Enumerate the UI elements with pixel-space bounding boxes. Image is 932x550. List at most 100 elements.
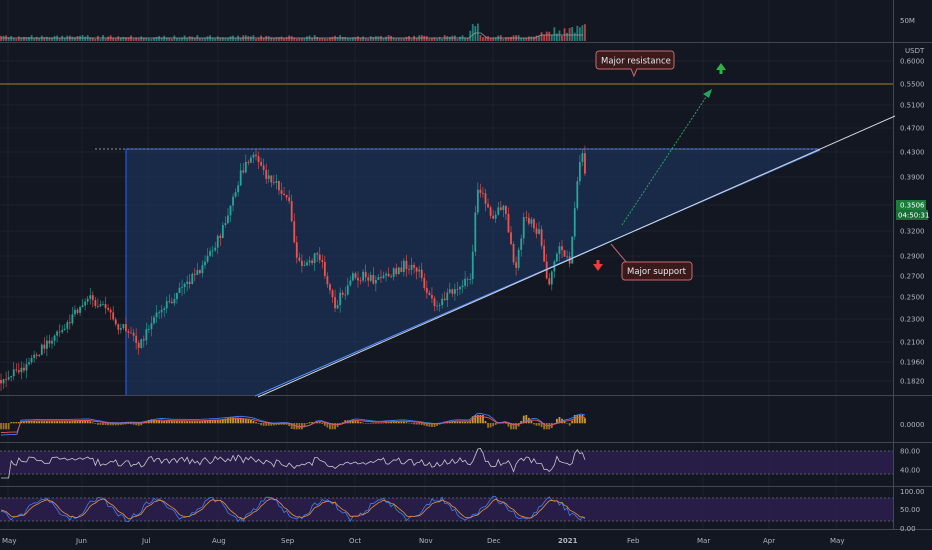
- price-tick-label: 0.6000: [900, 58, 925, 66]
- breakout-projection[interactable]: [621, 89, 712, 226]
- stoch-band: [0, 498, 893, 521]
- candle-body: [581, 153, 584, 163]
- macd-histogram-bar: [451, 421, 454, 424]
- major-support-callout[interactable]: Major support: [610, 243, 693, 281]
- candle-body: [227, 215, 229, 224]
- volume-bar: [199, 38, 201, 41]
- price-tick-label: 0.3200: [900, 228, 925, 236]
- candle-body: [548, 278, 551, 285]
- macd-histogram-bar: [255, 422, 257, 424]
- volume-bar: [533, 36, 535, 41]
- volume-bar: [306, 36, 308, 41]
- candle-body: [380, 277, 382, 279]
- macd-histogram-bar: [520, 420, 523, 424]
- macd-histogram-bar: [285, 423, 288, 425]
- candle-body: [153, 317, 155, 324]
- macd-histogram-bar: [428, 423, 431, 427]
- candle-body: [497, 207, 500, 215]
- time-axis[interactable]: May Jun Jul Aug Sep Oct Nov Dec 2021 Feb Mar Apr May: [2, 537, 844, 545]
- macd-histogram-bar: [178, 421, 181, 424]
- volume-bar: [176, 38, 178, 41]
- macd-histogram-bar: [390, 421, 393, 424]
- countdown-label: 04:50:31: [898, 212, 929, 220]
- candle-body: [63, 328, 66, 330]
- candle-body: [301, 260, 303, 266]
- macd-histogram-bar: [234, 417, 237, 424]
- candle-body: [48, 340, 51, 344]
- candle-body: [66, 322, 69, 329]
- candle-body: [349, 280, 352, 286]
- volume-bar: [224, 37, 227, 41]
- volume-bar: [7, 37, 10, 41]
- macd-histogram-bar: [86, 420, 89, 424]
- macd-histogram-bar: [168, 421, 171, 424]
- candle-body: [578, 162, 581, 182]
- volume-bar: [23, 36, 25, 41]
- macd-histogram-bar: [35, 421, 38, 424]
- volume-bar: [425, 36, 428, 41]
- candle-body: [573, 208, 576, 237]
- candle-body: [51, 340, 53, 344]
- volume-bar: [181, 37, 183, 41]
- candle-body: [30, 358, 33, 363]
- macd-histogram-bar: [224, 418, 227, 424]
- candle-body: [533, 219, 535, 229]
- macd-histogram-bar: [211, 419, 214, 424]
- macd-histogram-bar: [308, 422, 311, 424]
- candle-body: [469, 279, 472, 280]
- macd-histogram-bar: [515, 423, 517, 430]
- volume-bar: [272, 38, 275, 41]
- candle-body: [423, 277, 426, 289]
- macd-histogram-bar: [153, 419, 155, 424]
- volume-bar: [257, 38, 260, 41]
- macd-histogram-bar: [206, 420, 209, 424]
- candle-body: [367, 277, 370, 281]
- macd-histogram-bar: [43, 421, 46, 424]
- volume-bar: [214, 38, 217, 41]
- macd-histogram-bar: [558, 417, 561, 424]
- price-tick-label: 0.1960: [900, 359, 925, 367]
- major-resistance-callout[interactable]: Major resistance: [595, 50, 675, 78]
- macd-histogram-bar: [538, 423, 540, 426]
- candle-body: [186, 281, 189, 284]
- candle-body: [387, 273, 390, 277]
- volume-bar: [2, 35, 5, 41]
- candle-body: [10, 376, 13, 378]
- support-line-white: [257, 115, 896, 398]
- volume-bar: [395, 38, 398, 41]
- volume-bar: [211, 37, 214, 41]
- candle-body: [446, 292, 449, 301]
- macd-histogram-bar: [540, 423, 543, 428]
- candle-body: [234, 192, 237, 197]
- candle-body: [448, 289, 451, 293]
- candle-body: [362, 271, 364, 281]
- price-axis[interactable]: USDT 0.6000 0.5500 0.5100 0.4700 0.4300 0.3900…: [900, 17, 925, 533]
- rsi-tick-label: 40.00: [900, 467, 920, 475]
- candle-body: [56, 331, 58, 336]
- volume-bar: [278, 37, 280, 41]
- volume-bar: [170, 38, 173, 41]
- support-trendlines[interactable]: [254, 115, 896, 398]
- macd-histogram-bar: [40, 421, 43, 424]
- macd-histogram-bar: [456, 421, 459, 424]
- candle-body: [125, 324, 127, 332]
- time-tick-label: Jul: [141, 537, 151, 545]
- macd-histogram-bar: [221, 419, 224, 424]
- candle-body: [471, 251, 474, 280]
- macd-histogram-bar: [48, 421, 51, 424]
- candle-body: [204, 261, 206, 266]
- macd-histogram-bar: [576, 415, 579, 424]
- macd-histogram-bar: [260, 423, 262, 426]
- candle-body: [364, 271, 367, 278]
- macd-histogram-bar: [76, 420, 79, 424]
- macd-histogram-bar: [204, 420, 206, 424]
- volume-bar: [423, 35, 426, 41]
- volume-bar: [479, 35, 482, 41]
- volume-bar: [410, 38, 413, 41]
- candle-body: [507, 213, 510, 233]
- candle-body: [28, 362, 30, 365]
- macd-histogram-bar: [232, 417, 234, 424]
- volume-bar: [520, 37, 523, 41]
- candle-body: [408, 269, 410, 270]
